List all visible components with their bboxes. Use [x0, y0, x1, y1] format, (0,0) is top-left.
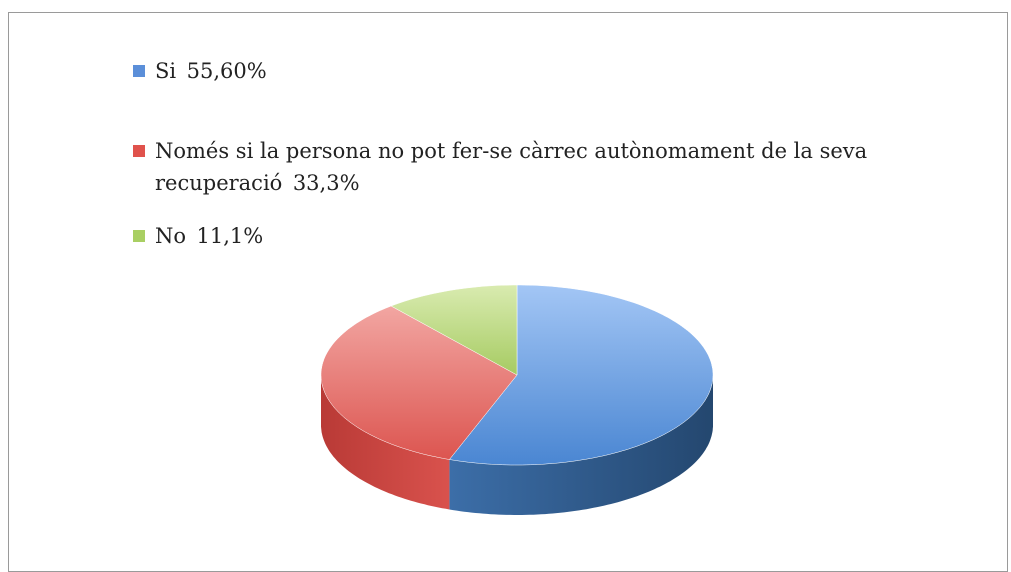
legend-swatch	[133, 145, 145, 157]
pie-slice-side	[449, 375, 713, 515]
legend-label: Només si la persona no pot fer-se càrrec…	[155, 139, 868, 195]
pie-sides	[321, 375, 713, 515]
legend-value: 55,60%	[186, 59, 267, 83]
pie-slice	[320, 305, 518, 460]
page: {"chart_data": {"type": "pie", "categori…	[8, 12, 1008, 572]
legend-label: Si	[155, 59, 177, 83]
legend-swatch	[133, 65, 145, 77]
legend-label: No	[155, 224, 187, 248]
legend-entry: Només si la persona no pot fer-se càrrec…	[133, 135, 933, 199]
pie-slice	[390, 284, 518, 376]
legend-entry: No 11,1%	[133, 220, 933, 252]
pie-slice	[448, 284, 714, 466]
chart	[320, 284, 714, 515]
legend-value: 33,3%	[292, 171, 360, 195]
legend-entry: Si 55,60%	[133, 55, 933, 87]
pie-slice-side	[321, 375, 450, 510]
legend-swatch	[133, 230, 145, 242]
pie-tops	[320, 284, 714, 466]
legend-value: 11,1%	[196, 224, 264, 248]
